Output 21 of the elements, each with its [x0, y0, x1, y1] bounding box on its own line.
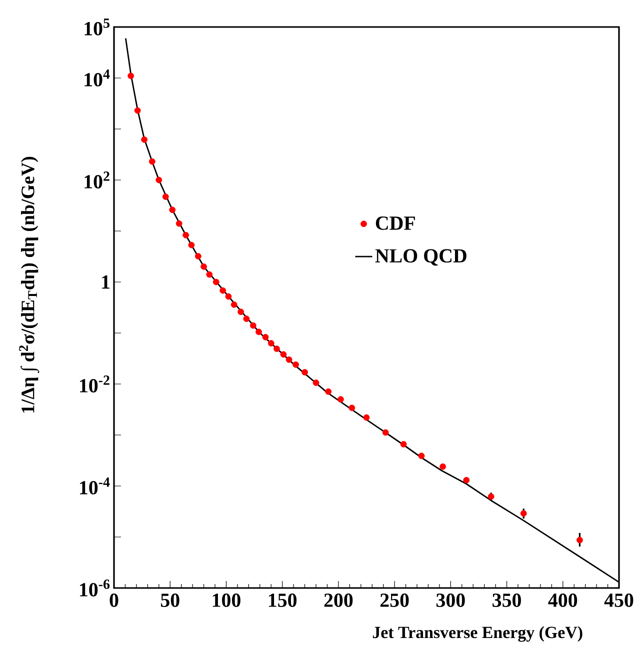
- x-tick-label: 100: [212, 594, 240, 607]
- x-tick-label: 450: [604, 594, 634, 607]
- x-tick-label: 150: [268, 594, 297, 607]
- x-tick-label: 50: [160, 594, 180, 607]
- y-tick-label: 10$^{4}$: [84, 70, 110, 86]
- x-axis-title: Jet Transverse Energy (GeV): [372, 626, 582, 642]
- legend-label: NLO QCD: [375, 249, 466, 266]
- legend-label: CDF: [376, 216, 415, 230]
- x-tick-label: 250: [380, 594, 409, 607]
- y-axis-title: 1/Δη ∫ d$^{2}$σ/(dE$_{T}$dη) dη (nb/GeV): [19, 156, 40, 413]
- x-tick-label: 0: [110, 594, 118, 607]
- x-tick-label: 400: [548, 594, 578, 607]
- y-tick-label: 10$^{-2}$: [80, 376, 110, 392]
- y-tick-label: 10$^{2}$: [84, 172, 110, 188]
- y-tick-label: 10$^{-4}$: [80, 478, 110, 494]
- y-tick-label: 1: [102, 275, 110, 289]
- x-tick-label: 300: [436, 594, 465, 607]
- x-tick-label: 350: [492, 594, 521, 607]
- x-tick-label: 200: [324, 594, 353, 607]
- y-tick-label: 10$^{-6}$: [80, 580, 110, 596]
- y-tick-label: 10$^{5}$: [84, 18, 110, 36]
